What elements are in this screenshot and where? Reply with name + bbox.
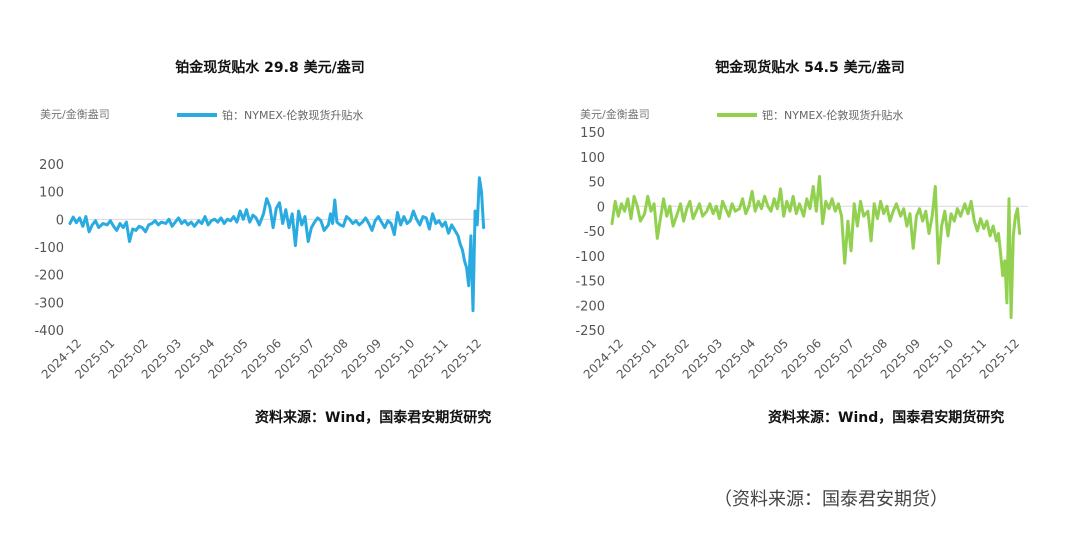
- y-tick-label: 100: [39, 186, 64, 201]
- chart-source: 资料来源：Wind，国泰君安期货研究: [768, 410, 1005, 426]
- chart-title: 铂金现货贴水 29.8 美元/盎司: [175, 60, 365, 76]
- y-tick-label: -50: [584, 225, 605, 240]
- palladium-chart-panel: 钯金现货贴水 54.5 美元/盎司 美元/金衡盎司 150 100 50 0 -50 -10…: [540, 0, 1080, 450]
- y-tick-label: -250: [575, 324, 605, 339]
- y-tick-label: -300: [34, 296, 64, 311]
- y-axis-label: 美元/金衡盎司: [40, 107, 110, 121]
- y-tick-label: 100: [580, 151, 605, 166]
- y-tick-label: 50: [588, 176, 605, 191]
- y-tick-label: -200: [575, 299, 605, 314]
- y-tick-label: 200: [39, 158, 64, 173]
- y-tick-label: -200: [34, 269, 64, 284]
- series-line: [610, 175, 1022, 320]
- platinum-chart-panel: 铂金现货贴水 29.8 美元/盎司 美元/金衡盎司 200 100 0 -100 -200…: [0, 0, 540, 450]
- y-tick-label: 150: [580, 126, 605, 141]
- chart-source: 资料来源：Wind，国泰君安期货研究: [255, 410, 492, 426]
- y-axis-label: 美元/金衡盎司: [580, 107, 650, 121]
- y-tick-label: -400: [34, 324, 64, 339]
- palladium-chart-svg: 美元/金衡盎司150100500-50-100-150-200-2502024-…: [575, 107, 1028, 382]
- legend-label: 钯：NYMEX-伦敦现货升贴水: [762, 108, 903, 122]
- y-tick-label: -100: [34, 241, 64, 256]
- series-line: [68, 176, 486, 313]
- y-tick-label: -150: [575, 275, 605, 290]
- y-tick-label: 0: [56, 213, 64, 228]
- page-source: （资料来源：国泰君安期货）: [714, 489, 948, 510]
- chart-title: 钯金现货贴水 54.5 美元/盎司: [715, 60, 905, 76]
- y-tick-label: 0: [597, 200, 605, 215]
- platinum-chart-svg: 美元/金衡盎司2001000-100-200-300-4002024-12202…: [34, 107, 490, 382]
- y-tick-label: -100: [575, 250, 605, 265]
- legend-label: 铂：NYMEX-伦敦现货升贴水: [222, 108, 363, 122]
